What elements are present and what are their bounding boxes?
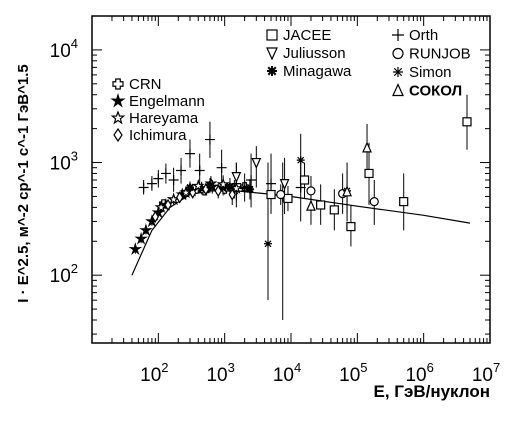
point-ichimura — [228, 188, 236, 201]
legend-label: Engelmann — [129, 93, 205, 110]
point-engelmann — [134, 231, 148, 245]
legend-marker — [392, 47, 404, 60]
point-jacee — [329, 205, 339, 215]
point-runjob — [369, 197, 379, 207]
point-sokol — [362, 141, 372, 153]
data-points — [128, 117, 472, 256]
legend-marker — [392, 29, 404, 41]
point-simon — [263, 239, 272, 248]
legend-marker — [392, 83, 404, 97]
point-sokol — [342, 185, 352, 197]
legend-label: Juliusson — [283, 45, 346, 62]
legend-marker — [266, 47, 278, 61]
axis-ticks — [91, 15, 491, 343]
legend-marker — [266, 29, 278, 41]
point-juliusson — [279, 179, 290, 191]
legend-label: CRN — [129, 76, 162, 93]
point-jacee — [346, 221, 356, 232]
point-orth — [246, 174, 257, 185]
x-tick-label: 104 — [273, 360, 301, 386]
legend-marker — [112, 78, 124, 90]
legend-marker — [267, 66, 277, 76]
point-jacee — [299, 175, 310, 185]
point-orth — [168, 174, 179, 185]
point-orth — [146, 178, 157, 189]
point-hareyama — [154, 200, 168, 213]
x-tick-label: 105 — [339, 360, 367, 386]
point-hareyama — [191, 179, 205, 192]
point-orth — [138, 182, 149, 193]
point-hareyama — [216, 177, 230, 190]
point-ichimura — [164, 198, 172, 212]
point-ichimura — [214, 184, 222, 198]
legend-label: JACEE — [283, 27, 331, 44]
x-tick-label: 106 — [405, 360, 433, 386]
point-simon — [296, 156, 305, 165]
legend-label: СОКОЛ — [409, 83, 462, 100]
point-minagawa — [245, 185, 254, 194]
point-orth — [153, 173, 164, 184]
legend-label: Hareyama — [129, 110, 199, 127]
point-orth — [194, 165, 205, 176]
legend-label: Orth — [409, 27, 438, 44]
point-jacee — [266, 189, 276, 200]
point-jacee — [399, 197, 409, 207]
point-orth — [266, 178, 277, 189]
point-juliusson — [231, 172, 242, 184]
legend-label: RUNJOB — [409, 46, 471, 63]
legend-marker — [113, 127, 123, 143]
axis-labels: 102 103 104 105 106 107 102 103 104 E, ГэВ/нуклон… — [15, 36, 500, 401]
point-simon — [240, 183, 249, 192]
point-engelmann — [139, 223, 153, 237]
legend-marker — [393, 67, 403, 77]
x-tick-label: 107 — [472, 360, 500, 386]
point-minagawa — [225, 182, 234, 191]
x-tick-label: 102 — [140, 360, 168, 386]
point-minagawa — [185, 183, 194, 192]
legend-marker — [110, 92, 126, 108]
x-tick-label: 103 — [206, 360, 234, 386]
y-axis-title: I · E^2.5, м^-2 ср^-1 с^-1 ГэВ^1.5 — [15, 64, 32, 302]
point-orth — [216, 162, 227, 173]
point-jacee — [316, 200, 326, 210]
point-ichimura — [176, 191, 184, 204]
y-tick-label: 103 — [50, 149, 78, 175]
point-engelmann — [151, 205, 166, 219]
point-runjob — [276, 189, 286, 200]
y-tick-label: 104 — [50, 36, 78, 62]
point-sokol — [306, 199, 316, 211]
point-ichimura — [151, 210, 159, 223]
point-orth — [204, 134, 215, 145]
legend-marker — [110, 110, 126, 125]
point-jacee — [364, 168, 374, 179]
point-minagawa — [205, 181, 214, 190]
legend-label: Ichimura — [129, 127, 187, 144]
point-jacee — [462, 117, 472, 127]
legend-label: Simon — [409, 64, 452, 81]
point-juliusson — [251, 157, 262, 170]
point-orth — [184, 148, 195, 159]
point-engelmann — [128, 242, 143, 256]
point-orth — [160, 168, 171, 179]
point-runjob — [306, 186, 316, 196]
x-axis-title: E, ГэВ/нуклон — [374, 382, 490, 401]
point-orth — [176, 165, 187, 176]
legend-label: Minagawa — [283, 63, 352, 80]
y-tick-label: 102 — [50, 261, 78, 287]
point-jacee — [283, 193, 293, 204]
